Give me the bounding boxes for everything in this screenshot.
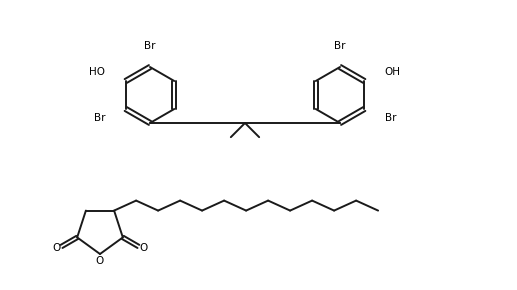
Text: Br: Br (385, 113, 397, 123)
Text: O: O (96, 256, 104, 266)
Text: OH: OH (385, 67, 401, 77)
Text: Br: Br (144, 41, 156, 51)
Text: HO: HO (89, 67, 105, 77)
Text: O: O (52, 243, 60, 253)
Text: Br: Br (334, 41, 346, 51)
Text: O: O (139, 243, 147, 253)
Text: Br: Br (94, 113, 105, 123)
